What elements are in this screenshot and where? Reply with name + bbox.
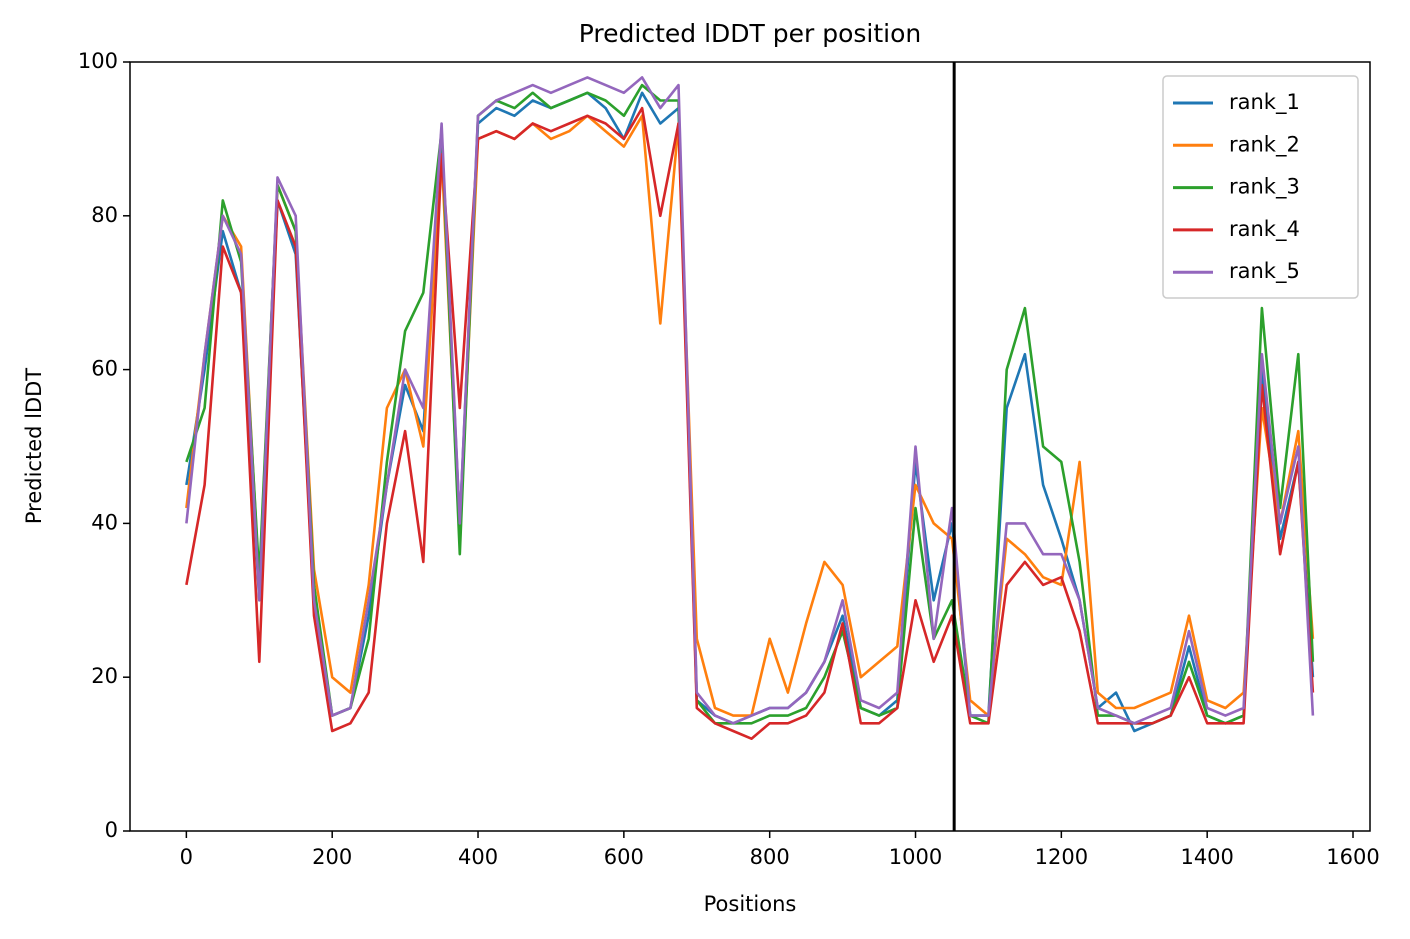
y-tick-label: 40 <box>91 510 118 534</box>
x-axis-label: Positions <box>704 892 797 916</box>
x-tick-label: 0 <box>180 845 193 869</box>
x-tick-label: 400 <box>458 845 498 869</box>
x-tick-label: 200 <box>312 845 352 869</box>
x-tick-label: 1200 <box>1035 845 1088 869</box>
legend-label: rank_3 <box>1229 175 1300 200</box>
legend-label: rank_2 <box>1229 132 1300 157</box>
legend-label: rank_5 <box>1229 259 1300 284</box>
y-axis-label: Predicted lDDT <box>22 368 46 524</box>
y-tick-label: 20 <box>91 664 118 688</box>
chart-title: Predicted lDDT per position <box>579 19 921 48</box>
series-line <box>185 106 1315 740</box>
x-tick-label: 1400 <box>1180 845 1233 869</box>
x-tick-label: 600 <box>604 845 644 869</box>
x-tick-label: 1600 <box>1326 845 1379 869</box>
series-line <box>185 76 1315 725</box>
x-tick-label: 1000 <box>889 845 942 869</box>
x-tick-label: 800 <box>750 845 790 869</box>
y-tick-label: 0 <box>105 818 118 842</box>
legend-label: rank_1 <box>1229 90 1300 115</box>
y-tick-label: 60 <box>91 357 118 381</box>
legend-label: rank_4 <box>1229 217 1300 242</box>
legend-box <box>1162 75 1359 299</box>
y-tick-label: 100 <box>78 49 118 73</box>
plot-frame <box>129 61 1371 832</box>
y-tick-label: 80 <box>91 203 118 227</box>
